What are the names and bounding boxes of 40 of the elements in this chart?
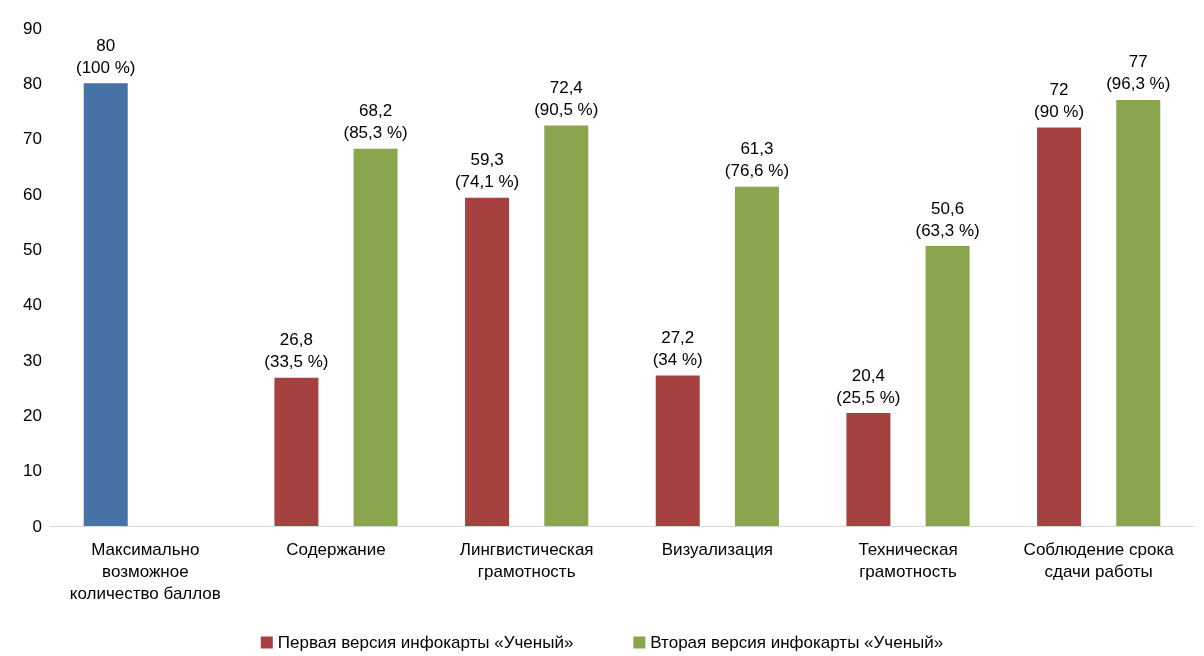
y-tick-label: 70 [23, 129, 42, 149]
x-tick-label: Содержание [286, 539, 386, 559]
legend-label: Первая версия инфокарты «Ученый» [277, 633, 574, 652]
bar [544, 125, 589, 526]
y-tick-label: 10 [23, 461, 42, 481]
bar [465, 197, 510, 526]
data-label: 50,6 (63,3 %) [915, 198, 980, 240]
bar [846, 413, 891, 526]
x-tick-label: Лингвистическая грамотность [459, 539, 594, 581]
y-tick-label: 30 [23, 350, 42, 370]
data-label: 72,4 (90,5 %) [534, 77, 599, 119]
data-label: 59,3 (74,1 %) [454, 150, 520, 192]
data-label: 77 (96,3 %) [1106, 52, 1171, 94]
bar [274, 377, 319, 526]
y-tick-label: 0 [32, 516, 42, 536]
y-tick-label: 40 [23, 295, 42, 315]
data-label: 80 (100 %) [75, 35, 136, 77]
legend-label: Вторая версия инфокарты «Ученый» [650, 633, 944, 652]
bar [1037, 127, 1082, 526]
bar [1116, 99, 1161, 526]
y-tick-label: 60 [23, 184, 42, 204]
data-label: 27,2 (34 %) [652, 327, 703, 369]
data-label: 68,2 (85,3 %) [343, 101, 408, 143]
y-tick-label: 20 [23, 405, 42, 425]
bar [734, 186, 779, 526]
data-label: 26,8 (33,5 %) [264, 330, 329, 372]
bar [83, 83, 128, 526]
bar [655, 375, 700, 526]
x-tick-label: Техническая грамотность [858, 539, 958, 581]
x-tick-label: Максимально возможное количество баллов [69, 539, 221, 603]
data-label: 20,4 (25,5 %) [836, 365, 901, 407]
data-label: 61,3 (76,6 %) [724, 139, 790, 181]
x-tick-label: Соблюдение срока сдачи работы [1023, 539, 1175, 581]
y-tick-label: 50 [23, 239, 42, 259]
data-label: 72 (90 %) [1034, 80, 1085, 122]
bar [925, 246, 970, 526]
x-tick-label: Визуализация [661, 539, 773, 559]
bar [353, 148, 398, 526]
y-tick-label: 90 [23, 18, 42, 38]
y-tick-label: 80 [23, 73, 42, 93]
